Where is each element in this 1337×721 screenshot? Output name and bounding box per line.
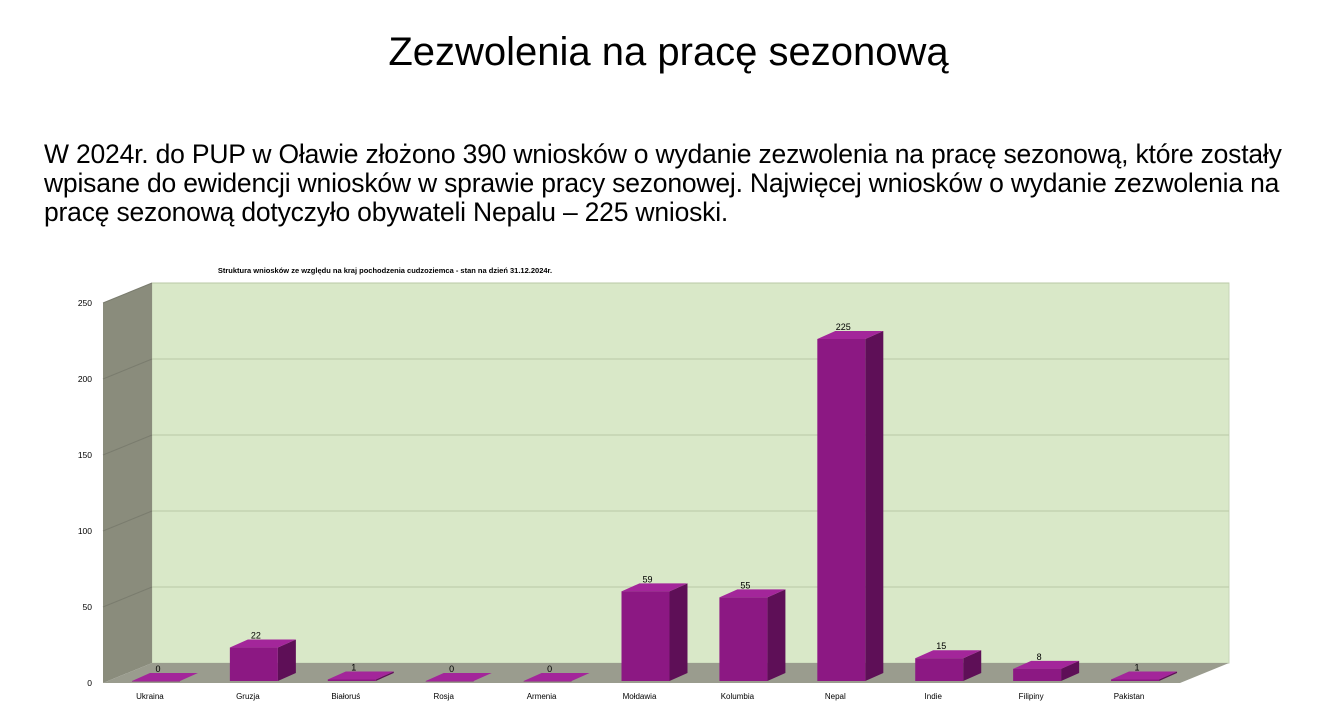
y-tick-label: 200 xyxy=(78,374,92,384)
bar-side xyxy=(865,331,884,681)
x-tick-label: Ukraina xyxy=(136,692,164,701)
gridline-side xyxy=(102,586,153,608)
bar-side xyxy=(1061,660,1080,681)
gridline-side xyxy=(102,434,153,456)
slide-title: Zezwolenia na pracę sezonową xyxy=(388,30,949,74)
data-label: 15 xyxy=(936,641,946,651)
plot-back-wall xyxy=(151,282,1230,664)
bar xyxy=(719,597,768,681)
bar xyxy=(1013,668,1062,681)
bar-top xyxy=(915,650,982,659)
data-label: 0 xyxy=(449,664,454,674)
x-tick-label: Kolumbia xyxy=(721,692,755,701)
x-tick-label: Mołdawia xyxy=(623,692,657,701)
bar-side xyxy=(375,671,394,681)
bar-top xyxy=(131,673,198,681)
bar-side xyxy=(669,583,688,681)
data-label: 55 xyxy=(740,580,750,590)
bar-top xyxy=(229,639,296,648)
x-tick-label: Białoruś xyxy=(331,692,360,701)
x-tick-label: Rosja xyxy=(433,692,454,701)
gridline-side xyxy=(102,510,153,532)
chart-container: 0 50 100 150 200 250 0 Ukraina 22 Gruzja 1 Białoruś… xyxy=(0,255,1337,721)
bar-top xyxy=(327,671,394,680)
y-tick-label: 150 xyxy=(78,450,92,460)
bar-side xyxy=(277,639,296,681)
bar xyxy=(425,681,474,682)
bar xyxy=(621,591,670,681)
bar-side xyxy=(1159,671,1178,681)
bar xyxy=(915,658,964,681)
bar-top xyxy=(719,589,786,598)
bar-side xyxy=(767,589,786,681)
bar-top xyxy=(817,331,884,339)
x-tick-label: Gruzja xyxy=(236,692,260,701)
data-label: 8 xyxy=(1037,652,1042,662)
y-tick-label: 50 xyxy=(83,602,93,612)
bar-chart: 0501001502002500Ukraina22Gruzja1Białoruś… xyxy=(78,282,1230,701)
bar xyxy=(131,681,180,682)
chart-title: Struktura wniosków ze względu na kraj po… xyxy=(217,266,553,275)
bar xyxy=(229,647,278,681)
bar xyxy=(523,681,572,682)
y-tick-label: 250 xyxy=(78,298,92,308)
bar xyxy=(327,679,376,681)
data-label: 1 xyxy=(351,662,356,672)
data-label: 0 xyxy=(547,664,552,674)
data-label: 225 xyxy=(836,322,851,332)
plot-side-wall xyxy=(103,283,152,683)
data-label: 59 xyxy=(642,574,652,584)
bar xyxy=(1111,679,1160,681)
x-tick-label: Pakistan xyxy=(1114,692,1145,701)
gridline-side xyxy=(102,282,153,304)
gridline-side xyxy=(102,358,153,380)
slide-body-text: W 2024r. do PUP w Oławie złożono 390 wni… xyxy=(44,139,1282,227)
y-tick-label: 0 xyxy=(87,678,92,688)
bar-top xyxy=(621,583,688,592)
bar xyxy=(817,339,866,681)
data-label: 1 xyxy=(1135,662,1140,672)
bar-top xyxy=(523,673,590,681)
bar-top xyxy=(1111,671,1178,680)
data-label: 0 xyxy=(155,664,160,674)
bar-side xyxy=(963,650,982,681)
bar-top xyxy=(1013,660,1080,669)
bar-top xyxy=(425,673,492,681)
x-tick-label: Armenia xyxy=(527,692,557,701)
x-tick-label: Nepal xyxy=(825,692,846,701)
y-tick-label: 100 xyxy=(78,526,92,536)
x-tick-label: Filipiny xyxy=(1019,692,1044,701)
x-tick-label: Indie xyxy=(925,692,943,701)
data-label: 22 xyxy=(251,631,261,641)
